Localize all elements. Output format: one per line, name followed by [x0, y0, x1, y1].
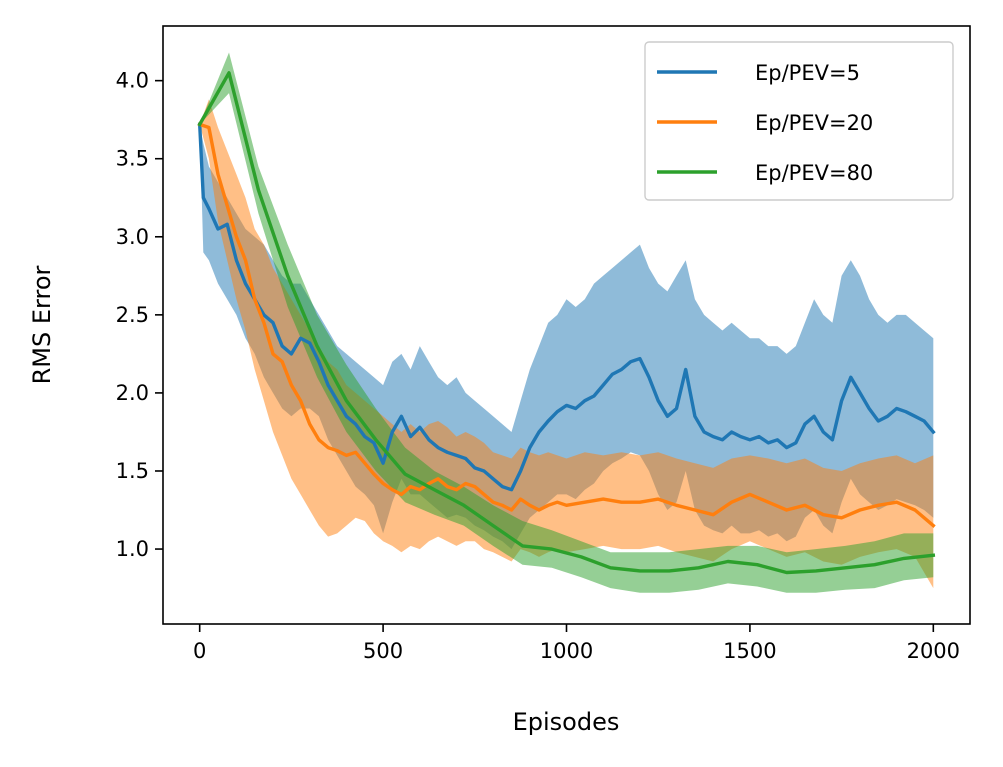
x-tick-label: 0: [193, 639, 206, 663]
y-axis-title: RMS Error: [28, 265, 56, 384]
legend-label-1: Ep/PEV=5: [755, 61, 860, 85]
x-tick-label: 2000: [907, 639, 960, 663]
series-line-1: [197, 122, 936, 492]
legend-label-3: Ep/PEV=80: [755, 161, 873, 185]
y-tick-label: 1.0: [116, 537, 149, 561]
x-axis-ticks: 0 500 1000 1500 2000: [193, 624, 960, 663]
legend-box: [644, 41, 954, 201]
y-tick-label: 3.0: [116, 225, 149, 249]
legend: Ep/PEV=5 Ep/PEV=20 Ep/PEV=80: [644, 41, 954, 201]
x-tick-label: 1500: [723, 639, 776, 663]
series-lines: [197, 71, 936, 575]
y-tick-label: 2.5: [116, 303, 149, 327]
y-tick-label: 2.0: [116, 381, 149, 405]
x-axis-title: Episodes: [513, 708, 620, 736]
legend-label-2: Ep/PEV=20: [755, 111, 873, 135]
x-tick-label: 1000: [540, 639, 593, 663]
y-axis-ticks: 1.0 1.5 2.0 2.5 3.0 3.5 4.0: [116, 69, 163, 561]
x-tick-label: 500: [363, 639, 403, 663]
series-line-2: [197, 122, 936, 528]
y-tick-label: 1.5: [116, 459, 149, 483]
y-tick-label: 3.5: [116, 147, 149, 171]
y-tick-label: 4.0: [116, 69, 149, 93]
series-line-3: [197, 71, 936, 575]
